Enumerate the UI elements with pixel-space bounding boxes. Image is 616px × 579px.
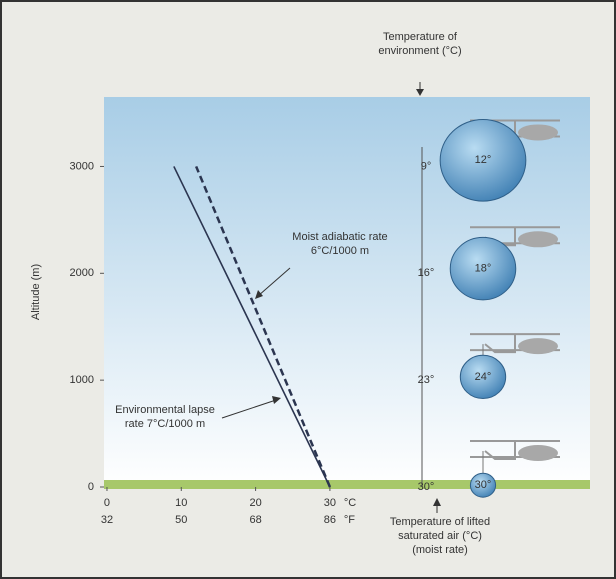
x2-unit: °F [344,514,355,526]
x2-tick-label: 50 [175,514,187,526]
helicopter-body [518,124,558,140]
helicopter-body [518,338,558,354]
x-tick-label: 10 [175,497,187,509]
environment-temp: 23° [418,374,435,386]
x-tick-label: 0 [104,497,110,509]
series-annotation: Moist adiabatic rate 6°C/1000 m [290,230,390,258]
x-unit: °C [344,497,356,509]
lifted-label: Temperature of lifted saturated air (°C)… [385,515,495,557]
x2-tick-label: 32 [101,514,113,526]
chart: Altitude (m) 0 1000 2000 3000 0 10 20 30 32 50 68 8… [0,0,616,579]
figure: Altitude (m) 0 1000 2000 3000 0 10 20 30 32 50 68 8… [0,0,616,579]
y-tick-label: 2000 [70,267,94,279]
y-tick-label: 3000 [70,160,94,172]
lifted-temp: 18° [475,263,492,275]
y-tick-label: 0 [88,481,94,493]
y-axis-label: Altitude (m) [30,264,42,320]
lifted-temp: 24° [475,371,492,383]
x-tick-label: 20 [249,497,261,509]
environment-temp: 30° [418,481,435,493]
x-tick-label: 30 [324,497,336,509]
helicopter-body [518,445,558,461]
environment-temp: 9° [421,160,432,172]
helicopter-body [518,231,558,247]
x2-tick-label: 68 [249,514,261,526]
lifted-temp: 30° [475,479,492,491]
lifted-temp: 12° [475,154,492,166]
x2-tick-label: 86 [324,514,336,526]
y-tick-label: 1000 [70,374,94,386]
series-annotation: Environmental lapse rate 7°C/1000 m [115,403,215,431]
environment-label: Temperature of environment (°C) [360,30,480,58]
ground [104,480,590,489]
environment-temp: 16° [418,267,435,279]
